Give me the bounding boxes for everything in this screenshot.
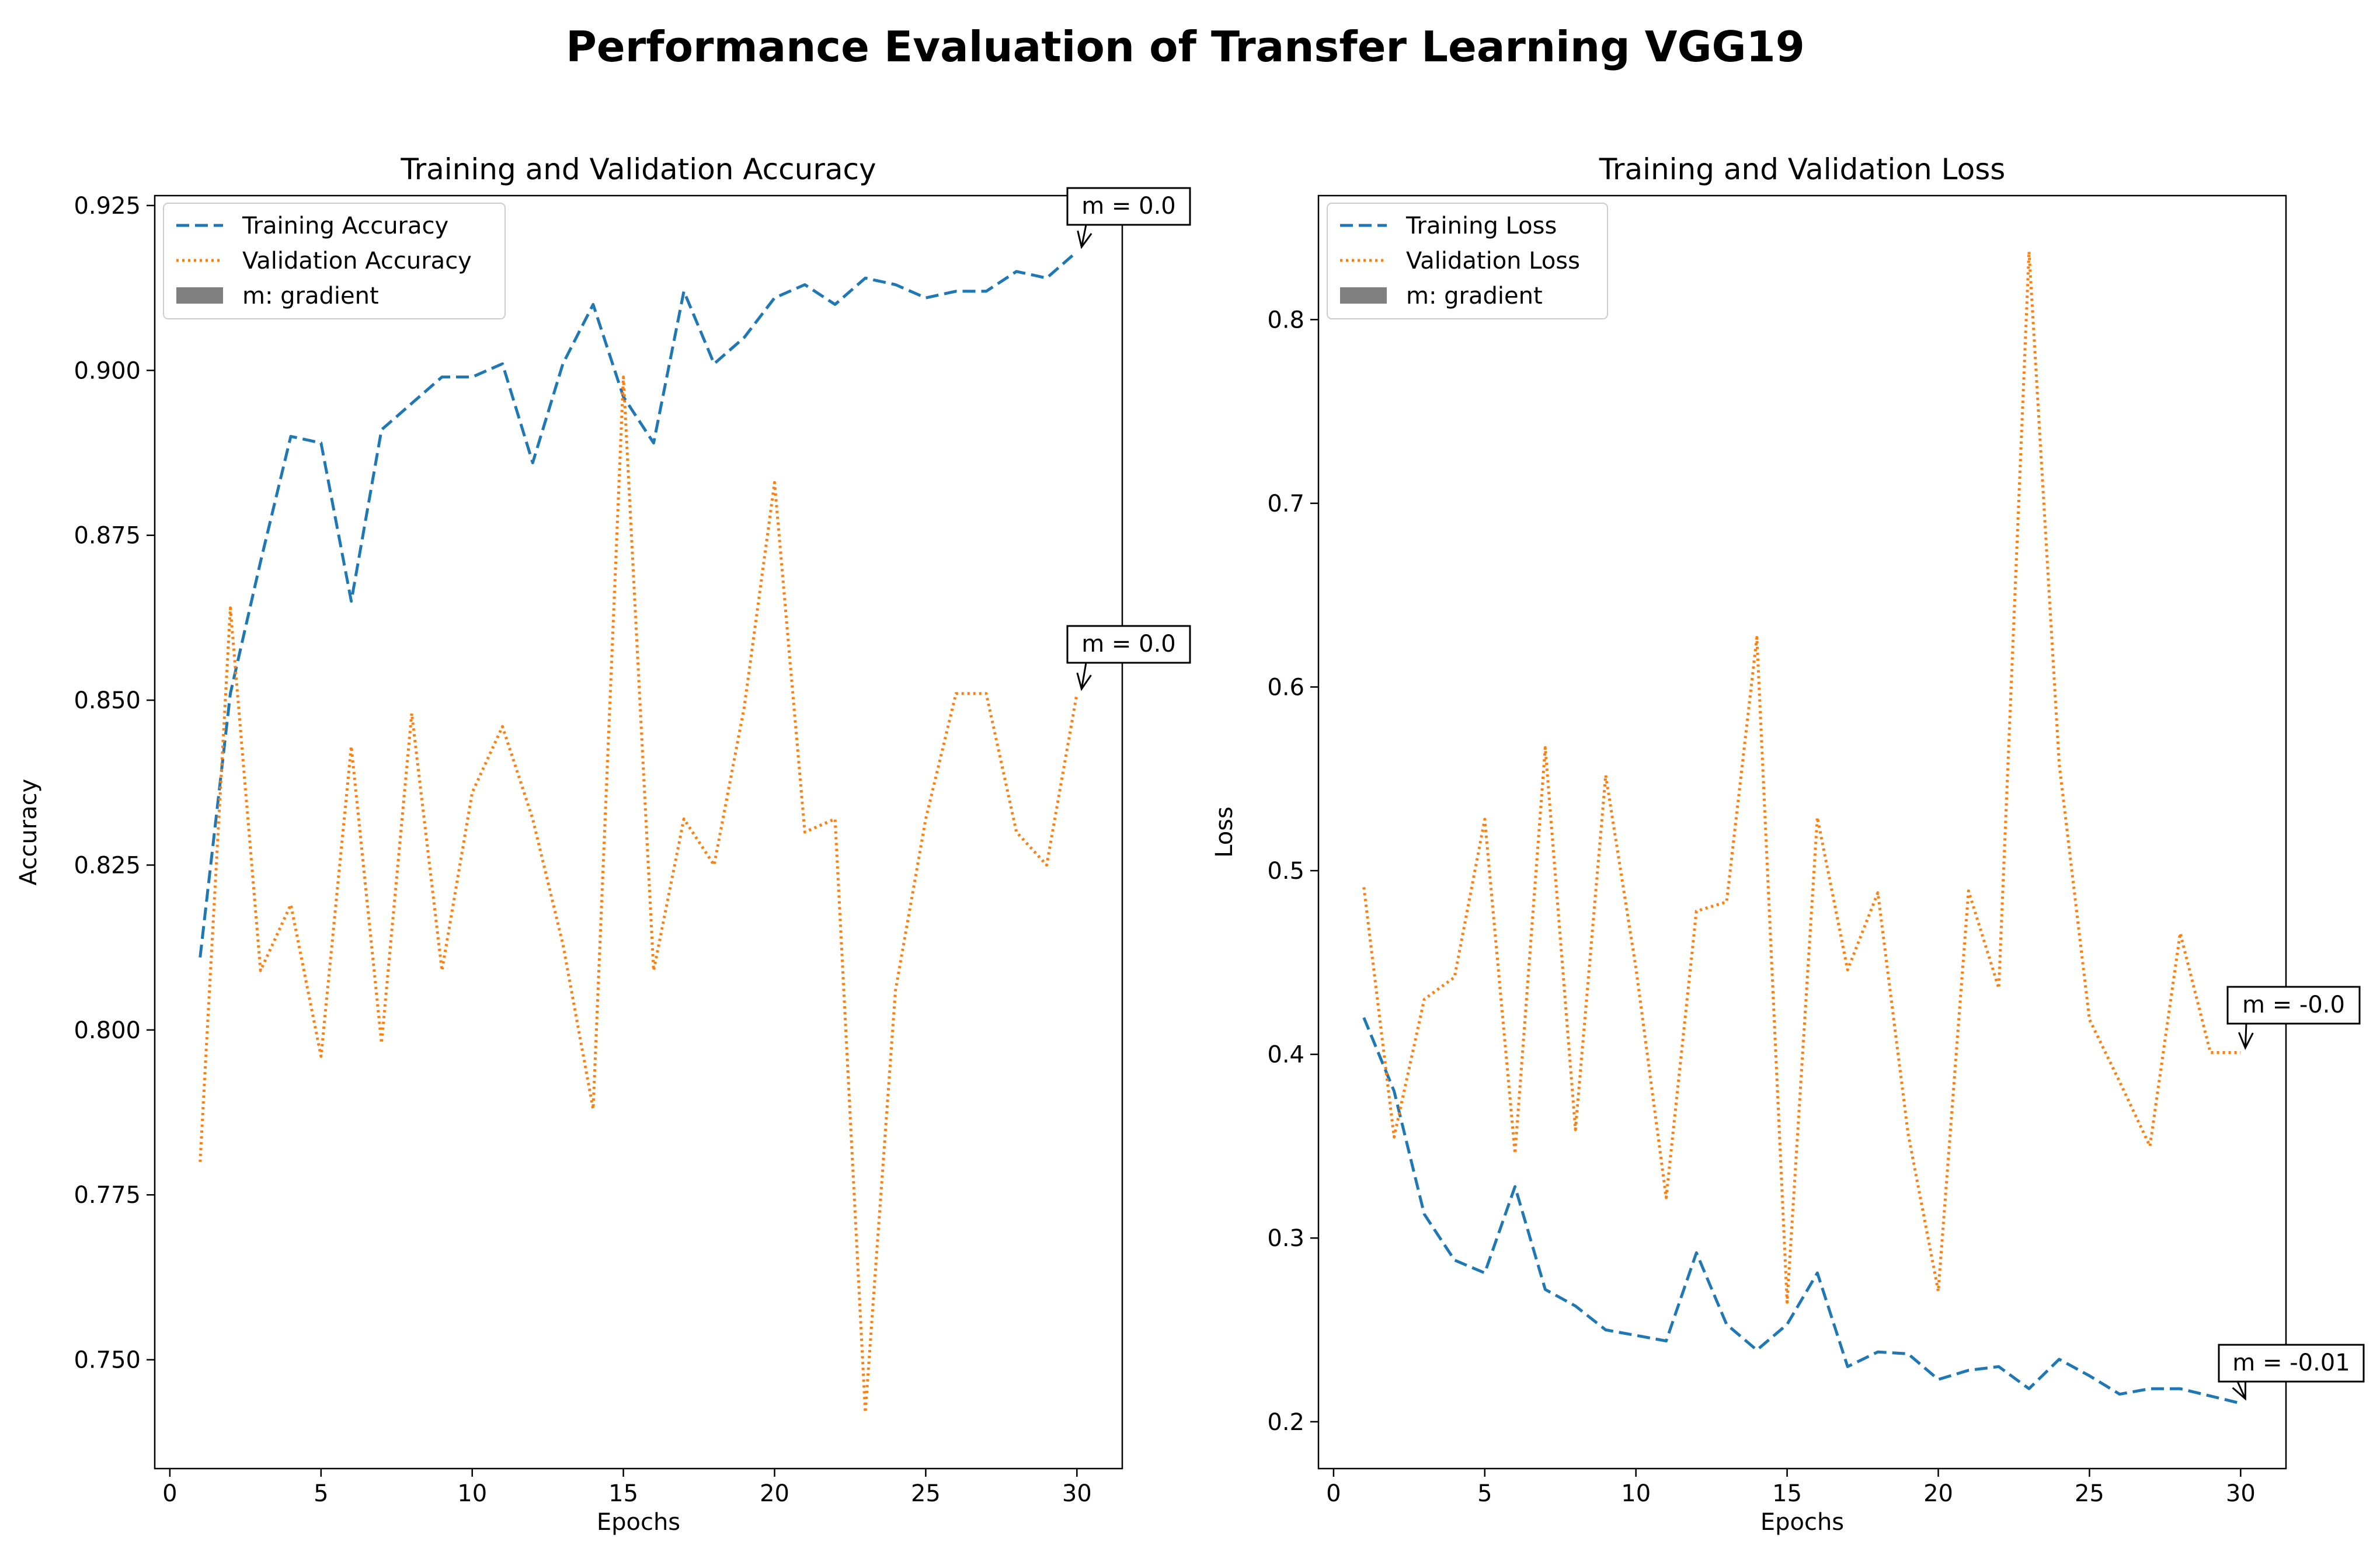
loss-y-tick-label: 0.3 [1267,1225,1304,1252]
loss-x-tick-label: 0 [1326,1480,1341,1507]
loss-series-validation-loss [1362,250,2241,1304]
accuracy-x-tick-label: 25 [911,1480,941,1507]
loss-annotation-arrow [2244,1023,2247,1048]
accuracy-annotation-text: m = 0.0 [1081,193,1176,220]
accuracy-legend-gradient-patch [176,287,223,304]
accuracy-y-tick-label: 0.825 [74,852,141,879]
loss-y-tick-label: 0.7 [1267,490,1304,517]
loss-x-tick-label: 30 [2226,1480,2256,1507]
accuracy-axes-frame [154,194,1123,1470]
loss-annotation-box [2218,1344,2365,1383]
accuracy-annotation-text: m = 0.0 [1081,631,1176,658]
loss-axes-frame [1317,194,2287,1470]
accuracy-y-axis-label: Accuracy [15,779,42,886]
accuracy-x-tick-label: 0 [162,1480,177,1507]
loss-annotation-text: m = -0.01 [2232,1349,2350,1376]
accuracy-annotation-arrow [1080,224,1087,248]
loss-y-tick-label: 0.8 [1267,307,1304,333]
accuracy-legend-box [163,203,506,319]
accuracy-y-tick-label: 0.875 [74,523,141,549]
loss-y-tick-label: 0.5 [1267,858,1304,885]
accuracy-y-tick-label: 0.900 [74,357,141,384]
accuracy-x-tick-label: 10 [457,1480,487,1507]
loss-legend-label: m: gradient [1406,283,1543,309]
accuracy-series-training-accuracy [199,251,1078,958]
accuracy-annotation-arrowhead [1076,672,1092,691]
loss-y-tick-label: 0.6 [1267,674,1304,701]
loss-legend-label: Validation Loss [1406,248,1580,274]
accuracy-x-tick-label: 30 [1062,1480,1092,1507]
accuracy-annotation-box [1066,187,1191,226]
loss-legend-gradient-patch [1340,287,1387,304]
accuracy-y-tick-label: 0.850 [74,687,141,714]
loss-annotation-box [2226,986,2361,1025]
accuracy-y-tick-label: 0.800 [74,1017,141,1044]
figure-suptitle: Performance Evaluation of Transfer Learn… [566,22,1805,71]
loss-legend-box [1327,203,1608,319]
loss-subplot: Training and Validation Loss 0 5 10 15 20 25 30… [1211,152,2365,1536]
loss-annotation-arrowhead [2238,1032,2254,1050]
accuracy-x-tick-label: 5 [314,1480,328,1507]
accuracy-axes-title: Training and Validation Accuracy [400,152,876,186]
loss-y-tick-label: 0.2 [1267,1409,1304,1436]
loss-x-tick-label: 15 [1772,1480,1802,1507]
accuracy-series-validation-accuracy [199,375,1078,1414]
loss-x-tick-label: 5 [1477,1480,1492,1507]
loss-y-tick-label: 0.4 [1267,1042,1304,1069]
accuracy-legend-label: Training Accuracy [242,213,448,239]
accuracy-y-tick-label: 0.925 [74,193,141,220]
accuracy-y-tick-label: 0.750 [74,1347,141,1374]
loss-axes-title: Training and Validation Loss [1599,152,2006,186]
loss-x-tick-label: 10 [1621,1480,1651,1507]
accuracy-x-axis-label: Epochs [597,1509,680,1536]
loss-series-training-loss [1362,1017,2241,1405]
loss-annotation-arrowhead [2232,1382,2246,1401]
loss-annotation-arrow [2236,1381,2246,1399]
loss-x-tick-label: 20 [1923,1480,1953,1507]
accuracy-legend-label: m: gradient [242,283,379,309]
loss-y-axis-label: Loss [1211,806,1238,858]
accuracy-x-tick-label: 15 [608,1480,638,1507]
loss-x-tick-label: 25 [2075,1480,2104,1507]
accuracy-y-tick-label: 0.775 [74,1182,141,1209]
accuracy-annotation-arrowhead [1077,230,1092,249]
accuracy-annotation-box [1066,625,1191,664]
loss-legend-label: Training Loss [1405,213,1557,239]
accuracy-annotation-arrow [1080,662,1087,690]
loss-annotation-text: m = -0.0 [2242,992,2345,1018]
accuracy-subplot: Training and Validation Accuracy 0 5 10 15 20… [15,152,1191,1536]
loss-x-axis-label: Epochs [1760,1509,1844,1536]
accuracy-x-tick-label: 20 [760,1480,789,1507]
accuracy-legend-label: Validation Accuracy [242,248,472,274]
